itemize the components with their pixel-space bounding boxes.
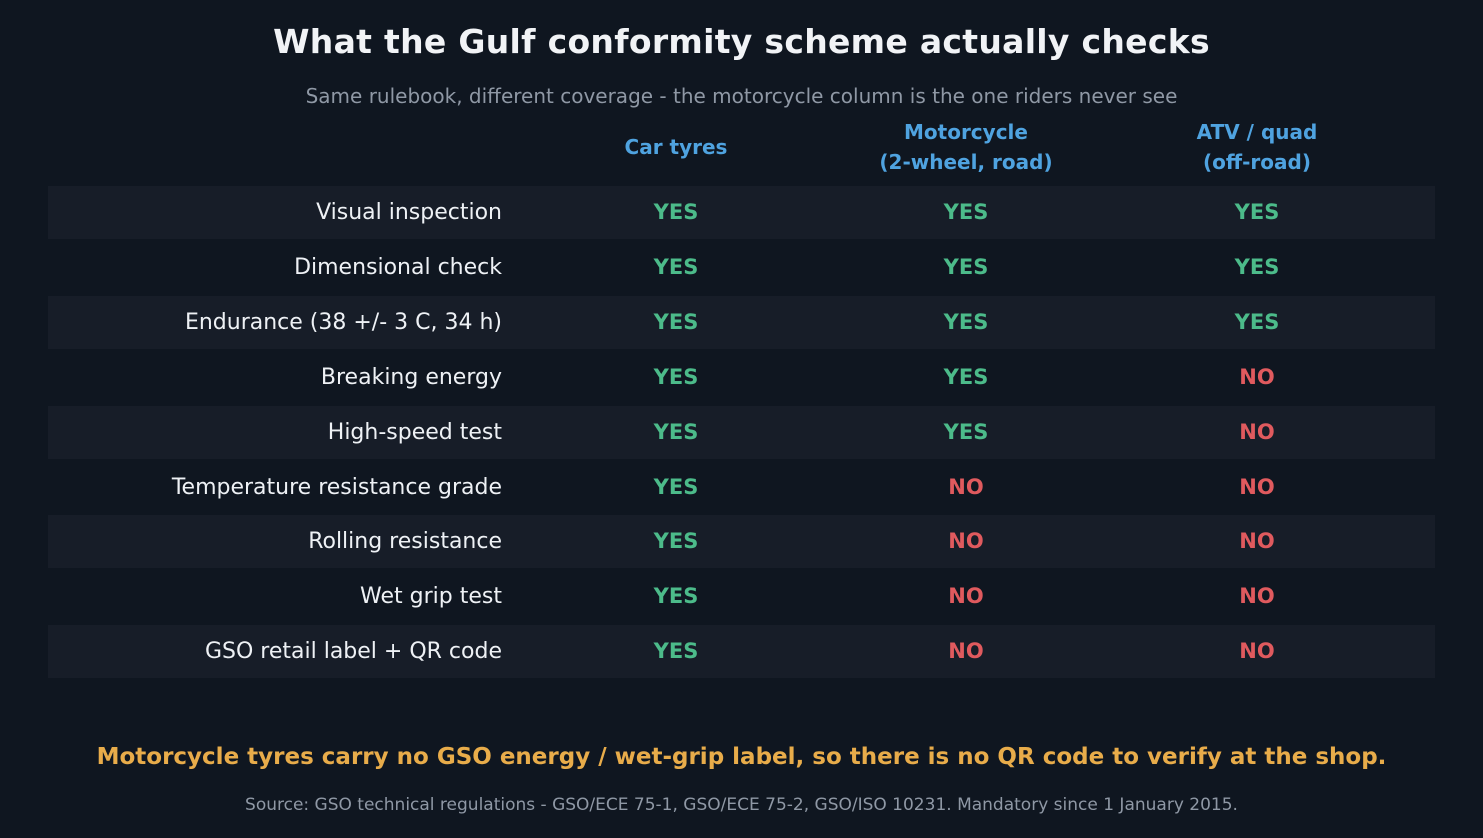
table-cell-yes: YES [653,529,699,554]
table-cell-no: NO [1239,584,1275,609]
table-row: Dimensional check YES YES YES [48,241,1435,294]
row-label: Rolling resistance [308,529,502,555]
table-cell-yes: YES [943,309,989,334]
table-cell-yes: YES [1234,309,1280,334]
table-row: Breaking energy YES YES NO [48,351,1435,404]
table-cell-yes: YES [653,639,699,664]
table-cell-yes: YES [1234,200,1280,224]
table-cell-yes: YES [653,200,699,224]
table-row: Wet grip test YES NO NO [48,570,1435,623]
table-cell-no: NO [948,474,984,499]
row-label: High-speed test [327,419,502,445]
row-label: Temperature resistance grade [171,474,502,500]
table-row: Rolling resistance YES NO NO [48,515,1435,569]
table-cell-yes: YES [1234,254,1280,279]
column-header-car: Car tyres [624,135,728,159]
table-cell-yes: YES [943,200,989,224]
table-cell-yes: YES [943,419,989,444]
row-label: GSO retail label + QR code [204,639,502,665]
table-cell-no: NO [1239,474,1275,499]
table-cell-yes: YES [943,254,989,279]
table-row: Visual inspection YES YES YES [48,186,1435,239]
table-cell-yes: YES [943,364,989,389]
table-cell-yes: YES [653,584,699,609]
table-cell-no: NO [1239,364,1275,389]
table-row: Endurance (38 +/- 3 C, 34 h) YES YES YES [48,295,1435,349]
source-note: Source: GSO technical regulations - GSO/… [245,795,1238,815]
table-cell-no: NO [1239,529,1275,554]
table-cell-yes: YES [653,364,699,389]
table-cell-no: NO [948,584,984,609]
table-cell-no: NO [948,639,984,664]
row-label: Visual inspection [316,200,502,225]
table-row: Temperature resistance grade YES NO NO [48,461,1435,514]
table-cell-no: NO [948,529,984,554]
table-cell-no: NO [1239,419,1275,444]
table-cell-yes: YES [653,474,699,499]
row-label: Endurance (38 +/- 3 C, 34 h) [184,309,502,335]
row-label: Wet grip test [360,584,502,610]
row-label: Breaking energy [320,364,502,390]
table-row: GSO retail label + QR code YES NO NO [48,625,1435,679]
table-cell-yes: YES [653,309,699,334]
column-header-motorcycle: Motorcycle (2-wheel, road) [879,120,1053,174]
table-cell-no: NO [1239,639,1275,664]
callout-note: Motorcycle tyres carry no GSO energy / w… [96,744,1387,770]
table-row: High-speed test YES YES NO [48,405,1435,459]
chart-subtitle: Same rulebook, different coverage - the … [305,84,1178,108]
column-header-atv: ATV / quad (off-road) [1196,120,1318,174]
table-cell-yes: YES [653,419,699,444]
chart-title: What the Gulf conformity scheme actually… [273,22,1210,61]
table-cell-yes: YES [653,254,699,279]
row-label: Dimensional check [294,254,502,280]
